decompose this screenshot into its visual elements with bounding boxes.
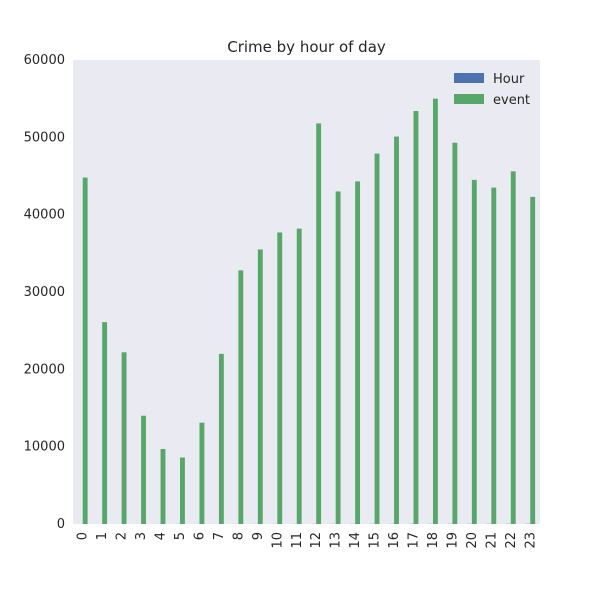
x-tick-label: 23	[523, 532, 538, 549]
x-tick-label: 12	[309, 532, 324, 549]
x-tick-label: 14	[348, 532, 363, 549]
bar-event-16	[394, 136, 399, 524]
x-tick-label: 17	[407, 532, 422, 549]
x-tick-label: 11	[290, 532, 305, 549]
x-tick-label: 2	[115, 532, 130, 540]
legend-label-event: event	[493, 93, 530, 108]
bar-event-7	[218, 353, 224, 524]
x-axis: 0 1 2 3 4 5 6 7 8 9 10 11 12 13 14 15 16 17 18 19 20 21 22 23	[76, 532, 539, 549]
x-tick-label: 7	[212, 532, 227, 540]
x-tick-label: 10	[270, 532, 285, 549]
bar-event-18	[432, 98, 438, 525]
bar-event-14	[355, 181, 361, 524]
bar-event-3	[141, 415, 146, 524]
bar-event-23	[530, 196, 536, 524]
x-tick-label: 5	[173, 532, 188, 540]
bar-event-19	[452, 142, 458, 524]
chart-title: Crime by hour of day	[227, 38, 386, 56]
bar-event-11	[296, 228, 302, 524]
plot-area	[73, 60, 540, 524]
x-tick-label: 18	[426, 532, 441, 549]
x-tick-label: 6	[192, 532, 207, 540]
bar-event-6	[199, 422, 205, 524]
x-tick-label: 20	[465, 532, 480, 549]
bars	[82, 98, 536, 525]
bar-event-12	[316, 123, 322, 524]
legend: Hour event	[454, 72, 530, 108]
y-tick-label: 0	[57, 517, 65, 532]
bar-event-0	[82, 177, 88, 524]
x-tick-label: 3	[134, 532, 149, 540]
bar-event-2	[121, 352, 127, 524]
y-tick-label: 50000	[24, 130, 65, 145]
bar-event-4	[160, 448, 166, 524]
x-tick-label: 8	[231, 532, 246, 540]
x-tick-label: 1	[95, 532, 110, 540]
x-tick-label: 19	[445, 532, 460, 549]
bar-event-10	[277, 232, 283, 524]
y-tick-label: 60000	[24, 53, 65, 68]
y-tick-label: 30000	[24, 285, 65, 300]
legend-swatch-event	[454, 94, 484, 104]
bar-event-1	[102, 322, 108, 524]
bar-event-17	[413, 111, 419, 524]
bar-event-8	[238, 270, 244, 524]
x-tick-label: 16	[387, 532, 402, 549]
bar-event-22	[510, 171, 516, 525]
bar-event-13	[335, 191, 341, 524]
x-tick-label: 21	[484, 532, 499, 549]
x-tick-label: 15	[368, 532, 383, 549]
bar-event-20	[471, 179, 477, 524]
x-tick-label: 22	[504, 532, 519, 549]
bar-event-9	[257, 249, 263, 524]
legend-label-hour: Hour	[493, 72, 525, 87]
x-tick-label: 4	[154, 532, 169, 540]
legend-swatch-hour	[454, 73, 484, 83]
y-tick-label: 10000	[24, 440, 65, 455]
x-tick-label: 0	[76, 532, 91, 540]
y-tick-label: 40000	[24, 208, 65, 223]
bar-event-5	[180, 457, 185, 524]
y-tick-label: 20000	[24, 362, 65, 377]
x-tick-label: 9	[251, 532, 266, 540]
x-tick-label: 13	[329, 532, 344, 549]
bar-event-15	[374, 153, 380, 524]
bar-event-21	[491, 187, 497, 524]
y-axis: 0 10000 20000 30000 40000 50000 60000	[24, 53, 65, 532]
